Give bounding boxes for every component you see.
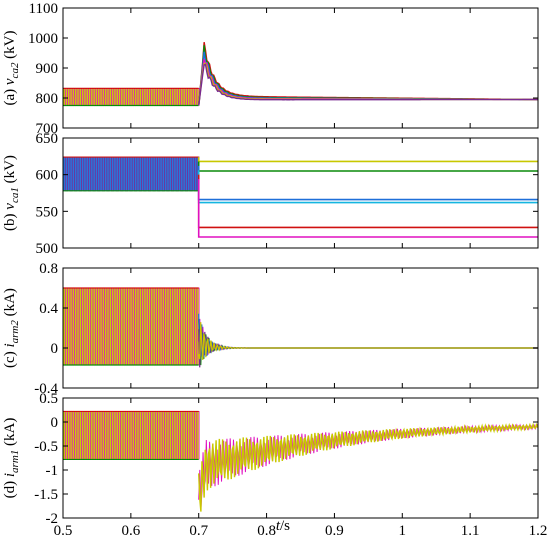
current-trace-3 [198, 313, 538, 359]
y-tick-label: -0.4 [34, 381, 58, 397]
x-tick-label: 0.6 [121, 523, 140, 539]
panel-d: -2 -1.5 -1 -0.5 0 0.5 0.5 0.6 0.7 0.8 0.9 1 1.1 1.2 (d… [2, 391, 547, 539]
y-label-var: i [2, 343, 18, 347]
voltage-trace-6 [198, 63, 538, 106]
plot-frame [62, 137, 539, 249]
x-tick-label: 1.2 [529, 523, 548, 539]
y-label-prefix: (c) [2, 348, 18, 368]
y-label-var: v [2, 203, 18, 210]
voltage-trace-2 [198, 45, 538, 106]
y-label-sub: arm2 [9, 320, 21, 344]
y-tick-label: 0.4 [39, 301, 58, 317]
capacitor-level-6 [197, 179, 538, 238]
y-tick-label: -1.5 [34, 487, 58, 503]
y-label-prefix: (a) [2, 85, 18, 105]
y-label-sub: ca2 [9, 62, 21, 78]
y-axis-label: (a) vca2 (kV) [2, 30, 21, 105]
y-tick-label: 900 [36, 61, 59, 77]
current-trace-2 [198, 319, 538, 366]
capacitor-level-2 [197, 161, 538, 172]
plot-frame [62, 7, 539, 129]
y-tick-label: -0.5 [34, 439, 58, 455]
x-tick-label: 0.8 [257, 523, 276, 539]
current-trace-5 [198, 322, 538, 360]
x-tick-label: 0.7 [189, 523, 208, 539]
y-tick-label: 650 [36, 131, 59, 147]
arm-current-trace-2 [198, 422, 538, 512]
plot-frame [62, 267, 539, 389]
y-axis-label: (c) iarm2 (kA) [2, 288, 21, 368]
y-label-prefix: (b) [2, 210, 18, 231]
plot-area [63, 156, 538, 238]
x-tick-label: 0.9 [325, 523, 344, 539]
y-tick-label: 0 [51, 415, 59, 431]
y-tick-label: -1 [46, 463, 59, 479]
y-tick-label: -2 [46, 511, 59, 527]
x-axis-unit: /s [280, 518, 290, 534]
y-tick-label: 0 [51, 341, 59, 357]
y-tick-label: 700 [36, 121, 59, 137]
capacitor-level-1 [197, 157, 538, 163]
y-axis-label: (b) vca1 (kV) [2, 155, 21, 231]
y-tick-label: 0.5 [39, 391, 58, 407]
y-tick-label: 550 [36, 204, 59, 220]
y-label-unit: (kV) [2, 30, 18, 62]
y-tick-label: 0.8 [39, 261, 58, 277]
x-tick-label: 1 [399, 523, 407, 539]
panel-b: 500 550 600 650 (b) vca1 (kV) [2, 131, 539, 257]
y-tick-label: 500 [36, 241, 59, 257]
y-label-var: v [2, 78, 18, 85]
plot-area [63, 287, 538, 368]
y-label-var: i [2, 473, 18, 477]
voltage-trace-1 [198, 42, 538, 106]
y-tick-label: 1000 [28, 31, 58, 47]
x-axis-title: t /s [276, 518, 290, 534]
capacitor-level-4 [197, 170, 538, 204]
y-tick-label: 600 [36, 168, 59, 184]
plot-area [63, 42, 538, 107]
plot-frame [62, 397, 539, 519]
y-tick-label: 1100 [29, 1, 58, 17]
panel-a: 700 800 900 1000 1100 (a) vca2 (kV) [2, 1, 539, 137]
x-axis-var: t [276, 518, 281, 534]
x-tick-label: 0.5 [54, 523, 73, 539]
x-tick-label: 1.1 [461, 523, 480, 539]
y-label-sub: ca1 [9, 187, 21, 203]
current-trace-1 [198, 318, 538, 359]
y-label-unit: (kA) [2, 288, 18, 320]
capacitor-level-5 [197, 174, 538, 229]
plot-area [63, 410, 538, 512]
y-label-unit: (kV) [2, 155, 18, 187]
y-tick-label: 800 [36, 91, 59, 107]
y-label-unit: (kA) [2, 418, 18, 450]
y-axis-label: (d) iarm1 (kA) [2, 418, 21, 499]
y-label-prefix: (d) [2, 477, 18, 498]
y-label-sub: arm1 [9, 450, 21, 473]
panel-c: -0.4 0 0.4 0.8 (c) iarm2 (kA) [2, 261, 539, 397]
